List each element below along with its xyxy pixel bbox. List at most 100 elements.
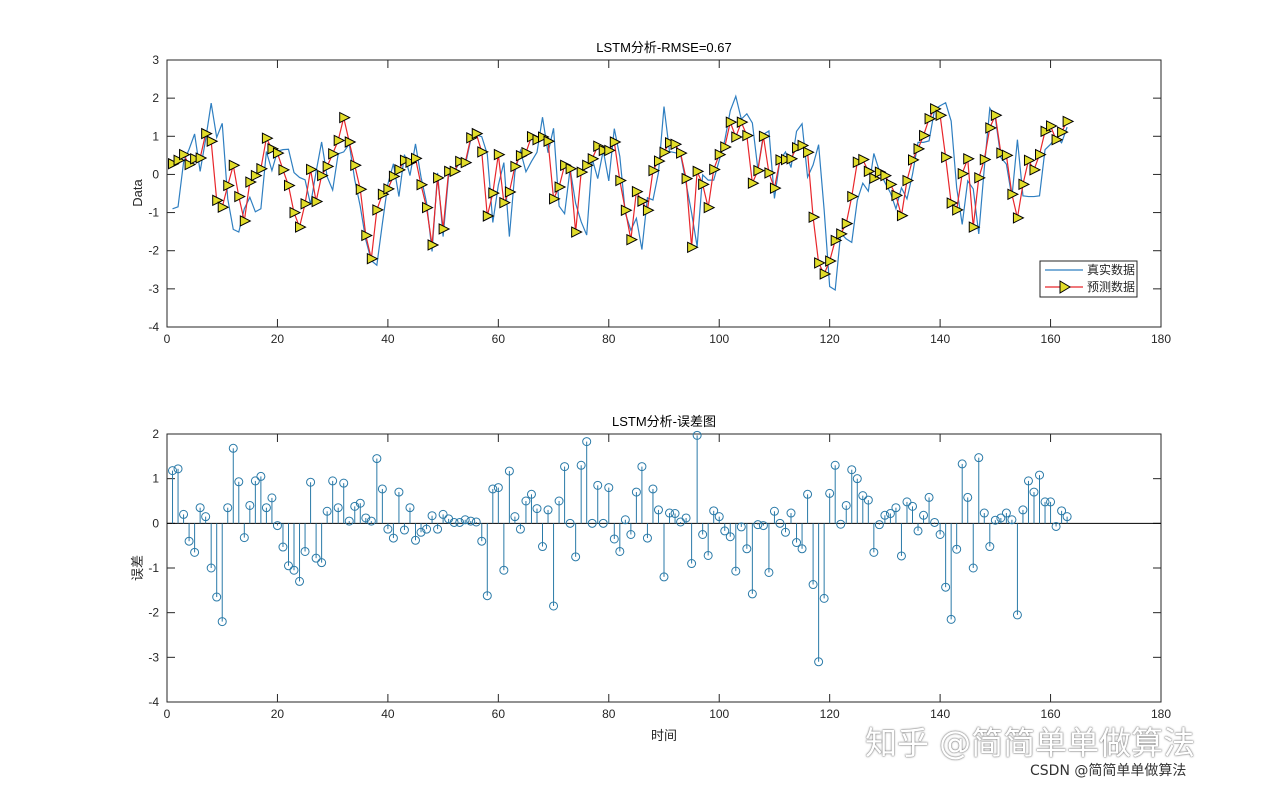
predicted-point-marker	[924, 112, 937, 125]
error-stem-marker	[427, 511, 437, 521]
error-stem-marker	[1035, 470, 1045, 480]
error-stem-marker	[968, 563, 978, 573]
predicted-point-marker	[322, 160, 335, 173]
predicted-point-marker	[587, 152, 600, 165]
predicted-point-marker	[1023, 154, 1036, 167]
error-stem-marker	[455, 517, 465, 527]
error-stem-marker	[350, 501, 360, 511]
error-stem-marker	[377, 484, 387, 494]
predicted-point-marker	[615, 174, 627, 187]
error-stem-marker	[758, 521, 768, 531]
error-stem-marker	[333, 503, 343, 513]
error-stem-marker	[493, 483, 503, 493]
error-stem-marker	[510, 512, 520, 522]
predicted-point-marker	[825, 255, 837, 267]
predicted-point-marker	[195, 152, 208, 164]
error-stem-marker	[311, 553, 321, 563]
error-ytick-label: -4	[148, 695, 159, 709]
predicted-point-marker	[626, 233, 638, 246]
error-stem-marker	[841, 500, 851, 510]
legend: 真实数据 预测数据	[1039, 260, 1138, 298]
predicted-point-marker	[228, 159, 241, 172]
prediction-ytick-label: -3	[148, 282, 159, 296]
predicted-point-marker	[311, 195, 324, 208]
predicted-point-marker	[328, 148, 340, 160]
error-stem-marker	[780, 527, 790, 537]
error-stem-marker	[416, 527, 426, 537]
error-stem-marker	[769, 506, 779, 516]
error-stem-marker	[223, 503, 233, 513]
error-stem-marker	[908, 501, 917, 511]
error-stem-marker	[731, 566, 741, 576]
legend-box	[1039, 260, 1138, 298]
error-stem-marker	[184, 536, 194, 546]
error-stem-marker	[598, 518, 608, 528]
predicted-point-marker	[709, 163, 721, 176]
predicted-point-marker	[593, 140, 605, 153]
predicted-point-marker	[283, 179, 296, 192]
error-ytick-label: 2	[152, 427, 159, 441]
error-stem-marker	[521, 496, 531, 506]
predicted-point-marker	[896, 209, 909, 222]
predicted-point-marker	[471, 127, 484, 140]
predicted-point-marker	[803, 146, 815, 159]
prediction-xtick-label: 140	[930, 332, 950, 346]
predicted-point-marker	[438, 223, 451, 235]
error-title: LSTM分析-误差图	[612, 414, 716, 429]
error-stem-marker	[306, 477, 316, 487]
error-stem-marker	[720, 526, 730, 536]
error-stem-marker	[924, 492, 934, 502]
error-stem-marker	[394, 487, 404, 497]
predicted-point-marker	[272, 147, 285, 159]
predicted-point-marker	[913, 143, 926, 155]
predicted-point-marker	[1040, 125, 1053, 138]
error-stem-marker	[278, 542, 288, 552]
predicted-point-marker	[1018, 178, 1031, 191]
error-stem-marker	[228, 443, 238, 453]
predicted-point-marker	[968, 221, 981, 233]
predicted-point-marker	[355, 183, 368, 196]
predicted-point-marker	[946, 197, 959, 209]
error-stem-marker	[411, 535, 420, 545]
error-stem-marker	[902, 497, 912, 507]
error-stem-marker	[1051, 521, 1061, 531]
error-ytick-label: -1	[148, 561, 159, 575]
predicted-point-marker	[377, 188, 390, 201]
error-stem-marker	[361, 513, 371, 523]
error-xtick-label: 60	[492, 707, 506, 721]
predicted-point-marker	[836, 228, 848, 240]
predicted-point-marker	[1051, 133, 1064, 146]
error-stem-marker	[388, 533, 398, 543]
predicted-point-marker	[731, 131, 743, 143]
error-stem-marker	[896, 551, 906, 561]
predicted-point-marker	[1046, 120, 1058, 132]
predicted-point-marker	[488, 187, 500, 199]
predicted-point-marker	[908, 154, 920, 166]
error-xtick-label: 120	[820, 707, 840, 721]
predicted-point-marker	[339, 111, 351, 124]
predicted-point-marker	[792, 141, 804, 154]
predicted-point-marker	[979, 153, 992, 166]
error-stem-marker	[206, 563, 216, 573]
error-stem-marker	[239, 533, 249, 543]
prediction-xtick-label: 40	[381, 332, 395, 346]
predicted-point-marker	[223, 179, 235, 192]
prediction-xtick-label: 20	[271, 332, 285, 346]
prediction-xtick-label: 120	[820, 332, 840, 346]
predicted-point-marker	[256, 162, 268, 175]
predicted-point-marker	[996, 147, 1008, 159]
predicted-point-marker	[819, 268, 832, 280]
error-xtick-label: 80	[602, 707, 616, 721]
predicted-point-marker	[637, 195, 650, 207]
predicted-point-marker	[482, 210, 495, 222]
error-stem-marker	[328, 476, 338, 486]
error-stem-marker	[438, 509, 448, 519]
error-stem-marker	[946, 614, 956, 624]
predicted-point-marker	[858, 153, 870, 166]
error-stem-marker	[637, 462, 647, 472]
prediction-ytick-label: 3	[152, 53, 159, 67]
error-stem-marker	[725, 532, 735, 542]
error-stem-marker	[1007, 515, 1017, 525]
predicted-point-marker	[747, 177, 760, 190]
predicted-point-marker	[217, 201, 230, 214]
